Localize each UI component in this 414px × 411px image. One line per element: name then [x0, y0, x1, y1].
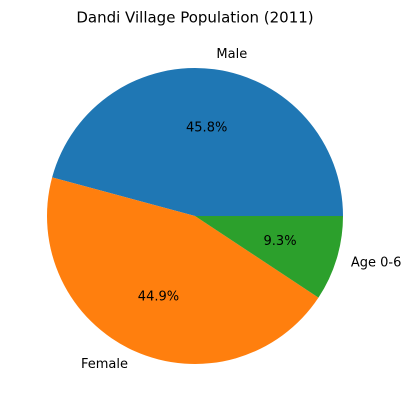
slice-label: Age 0-6: [351, 255, 402, 270]
value-label: 9.3%: [264, 234, 297, 249]
chart-title: Dandi Village Population (2011): [76, 9, 313, 27]
slice-label: Male: [216, 47, 247, 62]
pie-slice: [195, 216, 343, 298]
slice-label: Female: [81, 357, 128, 372]
value-label: 44.9%: [138, 289, 179, 304]
pie-slice: [52, 68, 344, 216]
pie-slice: [46, 177, 319, 365]
value-label: 45.8%: [186, 120, 227, 135]
